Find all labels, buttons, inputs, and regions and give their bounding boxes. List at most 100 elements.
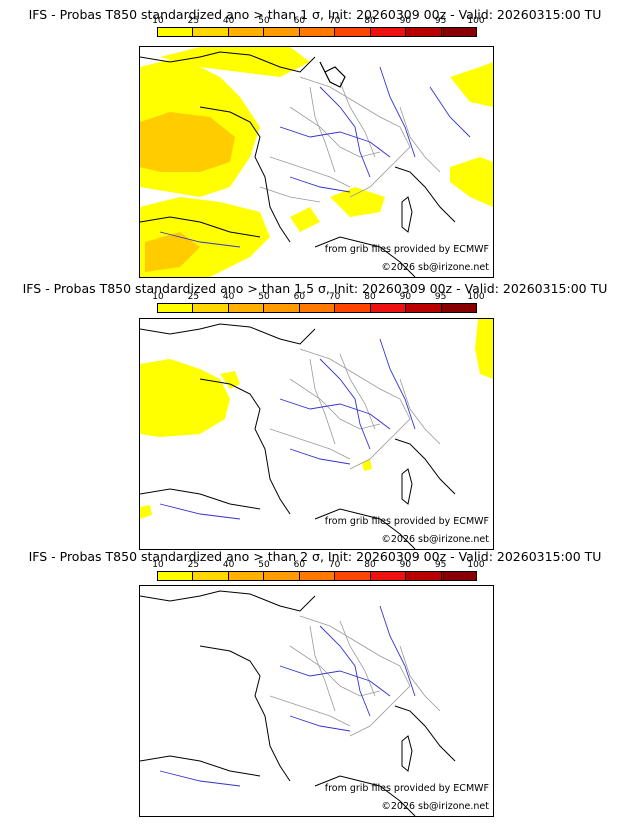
country-borders [269, 348, 441, 470]
colorbar-tick-label: 70 [328, 560, 341, 570]
colorbar-segment [370, 28, 407, 36]
colorbar [157, 27, 477, 37]
colorbar-tick-label: 100 [467, 292, 485, 302]
coastlines [140, 323, 456, 549]
coastlines [140, 51, 456, 277]
credit-source: from grib files provided by ECMWF [324, 244, 489, 255]
colorbar-tick-label: 25 [187, 292, 200, 302]
panel-title: IFS - Probas T850 standardized ano > tha… [22, 281, 608, 296]
credit-copyright: ©2026 sb@irizone.net [381, 262, 489, 273]
colorbar-segment [264, 572, 300, 580]
colorbar-tick-label: 90 [399, 16, 412, 26]
colorbar-segment [370, 304, 407, 312]
probability-shading [140, 319, 493, 519]
prob-area-nw-small [290, 207, 320, 232]
colorbar-ticks: 10 25 40 50 60 70 80 90 95 100 [152, 16, 484, 26]
colorbar-segment [158, 28, 194, 36]
rivers [159, 66, 471, 248]
colorbar-tick-label: 10 [152, 560, 164, 570]
colorbar-tick-label: 40 [222, 16, 235, 26]
prob-area-ne [450, 62, 493, 107]
colorbar-segment [406, 304, 442, 312]
colorbar-segment [370, 572, 407, 580]
colorbar-segment [441, 572, 476, 580]
map-svg [140, 319, 493, 549]
colorbar-tick-label: 100 [467, 560, 485, 570]
prob-area-channel [160, 47, 310, 77]
map-svg [140, 590, 456, 816]
colorbar-tick-label: 40 [222, 560, 235, 570]
prob-area-ne [475, 319, 493, 379]
colorbar [157, 571, 477, 581]
colorbar-segment [299, 304, 336, 312]
credit-source: from grib files provided by ECMWF [324, 783, 489, 794]
colorbar-tick-label: 70 [328, 16, 341, 26]
coastlines [140, 590, 456, 816]
credit-copyright: ©2026 sb@irizone.net [381, 534, 489, 545]
prob-area-small-sw [140, 505, 152, 519]
colorbar-tick-label: 60 [293, 292, 306, 302]
colorbar-tick-label: 80 [364, 560, 376, 570]
probability-map: from grib files provided by ECMWF ©2026 … [139, 46, 494, 278]
colorbar-tick-label: 40 [222, 292, 235, 302]
colorbar-tick-label: 100 [467, 16, 485, 26]
prob-area-med [330, 187, 385, 217]
colorbar-segment [406, 28, 442, 36]
colorbar-segment [228, 28, 265, 36]
colorbar-tick-label: 80 [364, 16, 376, 26]
colorbar-tick-label: 50 [258, 16, 270, 26]
colorbar-tick-label: 90 [399, 560, 412, 570]
colorbar-segment [264, 304, 300, 312]
prob-area-italy [450, 157, 493, 207]
colorbar-tick-label: 70 [328, 292, 341, 302]
colorbar-segment [158, 304, 194, 312]
colorbar-tick-label: 95 [434, 16, 447, 26]
colorbar-segment [441, 28, 476, 36]
colorbar-tick-label: 10 [152, 292, 164, 302]
probability-map: from grib files provided by ECMWF ©2026 … [139, 585, 494, 817]
panel-title: IFS - Probas T850 standardized ano > tha… [28, 7, 602, 22]
prob-area-brittany [220, 371, 240, 389]
colorbar-segment [335, 304, 371, 312]
colorbar-tick-label: 95 [434, 292, 447, 302]
colorbar-tick-label: 25 [187, 16, 200, 26]
colorbar-segment [299, 28, 336, 36]
colorbar-tick-label: 60 [293, 16, 306, 26]
panel-title: IFS - Probas T850 standardized ano > tha… [28, 549, 602, 564]
colorbar-tick-label: 80 [364, 292, 376, 302]
colorbar-segment [193, 28, 229, 36]
colorbar-ticks: 10 25 40 50 60 70 80 90 95 100 [152, 292, 484, 302]
probability-map: from grib files provided by ECMWF ©2026 … [139, 318, 494, 550]
probability-shading [140, 47, 493, 277]
colorbar-segment [335, 28, 371, 36]
colorbar-segment [193, 304, 229, 312]
country-borders [259, 76, 441, 203]
colorbar-segment [193, 572, 229, 580]
credit-copyright: ©2026 sb@irizone.net [381, 801, 489, 812]
colorbar-tick-label: 50 [258, 560, 270, 570]
colorbar-ticks: 10 25 40 50 60 70 80 90 95 100 [152, 560, 484, 570]
colorbar-tick-label: 50 [258, 292, 270, 302]
colorbar-segment [158, 572, 194, 580]
rivers [159, 338, 416, 520]
colorbar-segment [406, 572, 442, 580]
colorbar-segment [264, 28, 300, 36]
rivers [159, 605, 416, 787]
colorbar-segment [299, 572, 336, 580]
colorbar [157, 303, 477, 313]
colorbar-tick-label: 90 [399, 292, 412, 302]
country-borders [269, 615, 441, 737]
colorbar-segment [441, 304, 476, 312]
credit-source: from grib files provided by ECMWF [324, 516, 489, 527]
prob-area-south-core [145, 232, 200, 272]
map-svg [140, 47, 493, 277]
colorbar-segment [228, 572, 265, 580]
prob-area-atlantic-core [140, 112, 235, 172]
colorbar-tick-label: 95 [434, 560, 447, 570]
colorbar-tick-label: 10 [152, 16, 164, 26]
colorbar-tick-label: 25 [187, 560, 200, 570]
colorbar-tick-label: 60 [293, 560, 306, 570]
prob-area-atlantic [140, 359, 230, 437]
colorbar-segment [228, 304, 265, 312]
colorbar-segment [335, 572, 371, 580]
